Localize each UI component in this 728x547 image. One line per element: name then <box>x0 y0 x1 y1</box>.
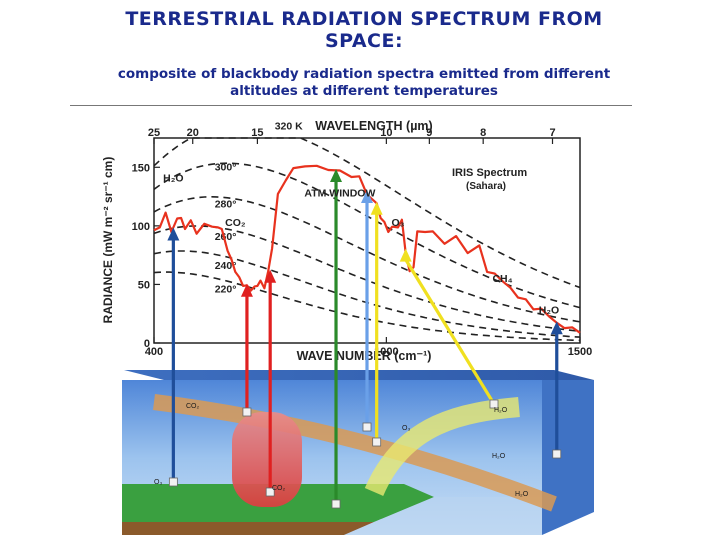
emission-arrow-head <box>370 201 383 215</box>
atmosphere-label: O₃ <box>154 479 162 486</box>
emission-arrow-head <box>264 269 277 283</box>
emission-arrow-head <box>361 190 373 204</box>
wavelength-axis-label: WAVELENGTH (µm) <box>315 119 432 133</box>
x-tick-label: 400 <box>145 346 163 358</box>
subtitle-line-1: composite of blackbody radiation spectra… <box>117 66 611 82</box>
y-tick-label: 0 <box>144 338 150 350</box>
title-line-2: SPACE: <box>324 30 404 52</box>
blackbody-curve <box>153 225 581 333</box>
blackbody-label: 320 K <box>275 121 303 133</box>
emission-arrow-head <box>399 248 412 262</box>
spectrum-series <box>153 164 581 334</box>
wavelength-tick-label: 15 <box>251 127 263 139</box>
blackbody-label: 240° <box>215 260 237 272</box>
atmosphere-label: CO₂ <box>186 403 200 410</box>
x-tick-label: 1500 <box>568 346 592 358</box>
absorber-label: CO₂ <box>225 217 246 229</box>
y-tick-label: 100 <box>132 221 150 233</box>
wavelength-tick-label: 25 <box>148 127 160 139</box>
blackbody-label: 280° <box>215 198 237 210</box>
inset-subtitle: (Sahara) <box>466 181 506 192</box>
page-title: TERRESTRIAL RADIATION SPECTRUM FROM SPAC… <box>0 8 728 52</box>
emitter-cube <box>242 407 252 417</box>
atmosphere-label: H₂O <box>515 491 529 498</box>
wavelength-tick-label: 10 <box>380 127 392 139</box>
title-divider <box>70 105 632 106</box>
emitter-cube <box>168 477 178 487</box>
absorber-label: H₂O <box>539 305 559 317</box>
emission-arrow-head <box>167 227 180 241</box>
absorber-label: H₂O <box>163 172 183 184</box>
wavelength-tick-label: 7 <box>549 127 555 139</box>
emitter-cube <box>489 399 499 409</box>
blackbody-curve <box>153 137 581 289</box>
emission-arrows <box>167 168 563 509</box>
chart-labels: H₂O CO₂ ATM WINDOW O₃ CH₄ H₂O CO₂ O₃ H₂O O₃ H₂O CO₂… <box>154 172 559 498</box>
y-tick-label: 150 <box>132 162 150 174</box>
absorber-label: CH₄ <box>492 273 512 285</box>
y-tick-label: 50 <box>138 279 150 291</box>
emitter-cube <box>331 499 341 509</box>
radiance-axis-label: RADIANCE (mW m⁻² sr⁻¹ cm) <box>101 157 115 324</box>
blackbody-label: 220° <box>215 284 237 296</box>
atmosphere-box <box>122 370 594 535</box>
subtitle-line-2: altitudes at different temperatures <box>230 83 498 99</box>
spectrum-figure: 0 50 100 150 400 1000 1500 25 20 15 10 9 8 7 320 K 300… <box>74 112 634 542</box>
emitter-cube <box>552 449 562 459</box>
blackbody-curve <box>153 195 581 323</box>
atmosphere-label: CO₂ <box>272 485 286 492</box>
emission-arrow-head <box>550 321 563 335</box>
wavelength-tick-label: 9 <box>426 127 432 139</box>
blackbody-label: 300° <box>215 161 237 173</box>
spectrum-chart-svg: 0 50 100 150 400 1000 1500 25 20 15 10 9 8 7 320 K 300… <box>101 119 594 535</box>
emitter-cube <box>362 422 372 432</box>
title-line-1: TERRESTRIAL RADIATION SPECTRUM FROM <box>125 8 603 30</box>
emission-arrow-shaft <box>404 258 496 405</box>
spectrum-line <box>153 164 581 334</box>
inset-title: IRIS Spectrum <box>452 167 527 179</box>
atmosphere-label: H₂O <box>494 407 508 414</box>
atmosphere-label: O₃ <box>402 425 410 432</box>
absorber-label: ATM WINDOW <box>304 188 375 200</box>
emitter-cube <box>372 437 382 447</box>
x-tick-label: 1000 <box>374 346 398 358</box>
emitter-cube <box>265 487 275 497</box>
atmosphere-label: H₂O <box>492 453 506 460</box>
wavenumber-axis-label: WAVE NUMBER (cm⁻¹) <box>297 349 432 363</box>
absorber-label: O₃ <box>391 217 404 229</box>
emission-arrow-head <box>330 168 343 182</box>
wavelength-tick-label: 20 <box>187 127 199 139</box>
blackbody-label: 260° <box>215 231 237 243</box>
emission-arrow-head <box>240 283 253 297</box>
axis-ticks: 0 50 100 150 400 1000 1500 25 20 15 10 9 8 7 <box>132 127 593 358</box>
page-subtitle: composite of blackbody radiation spectra… <box>0 66 728 100</box>
wavelength-tick-label: 8 <box>480 127 486 139</box>
